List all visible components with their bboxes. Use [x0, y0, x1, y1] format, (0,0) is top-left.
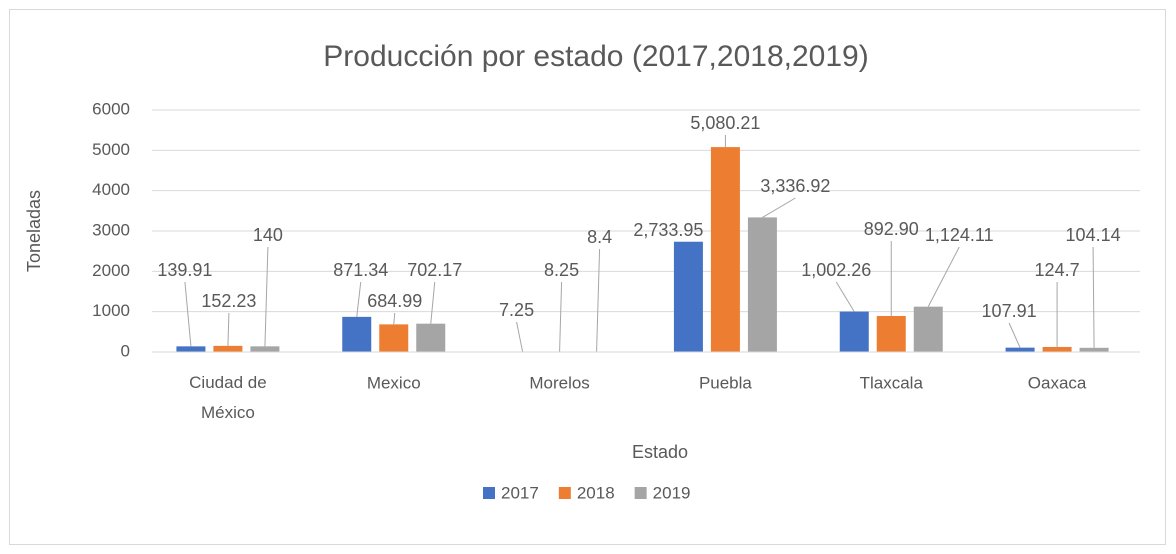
bar	[747, 217, 777, 352]
y-tick-label: 4000	[92, 180, 130, 199]
bar	[1042, 346, 1072, 352]
legend-label: 2019	[653, 483, 691, 502]
y-tick-label: 6000	[92, 99, 130, 118]
leader-line	[264, 246, 269, 347]
bar	[250, 346, 280, 352]
bar	[213, 345, 243, 352]
y-tick-label: 2000	[92, 261, 130, 280]
leader-line	[1092, 246, 1095, 348]
y-tick-label: 1000	[92, 301, 130, 320]
data-label: 152.23	[201, 291, 256, 311]
x-axis-title: Estado	[632, 442, 688, 462]
data-label: 684.99	[367, 291, 422, 311]
x-tick-label: Ciudad de México	[189, 373, 267, 422]
leader-line	[1008, 322, 1021, 348]
data-label: 1,002.26	[801, 260, 871, 280]
legend-label: 2018	[577, 483, 615, 502]
legend-swatch	[634, 487, 647, 499]
leader-line	[393, 312, 396, 325]
bar	[673, 241, 703, 352]
data-label: 702.17	[407, 260, 462, 280]
data-label: 2,733.95	[633, 220, 703, 240]
y-tick-label: 5000	[92, 140, 130, 159]
chart-border	[9, 9, 1166, 545]
x-tick-label: Puebla	[699, 373, 752, 392]
bar	[379, 324, 409, 352]
leader-line	[184, 281, 192, 347]
leader-line	[516, 321, 524, 352]
x-tick-label: Tlaxcala	[860, 373, 924, 392]
x-tick-label: Mexico	[367, 373, 421, 392]
data-label: 140	[253, 225, 283, 245]
data-label: 8.4	[587, 227, 612, 247]
legend-swatch	[558, 487, 571, 499]
chart-title: Producción por estado (2017,2018,2019)	[323, 40, 868, 73]
x-tick-label: Morelos	[529, 373, 589, 392]
bar	[342, 316, 372, 352]
leader-line	[927, 246, 960, 307]
data-label: 124.7	[1035, 260, 1080, 280]
data-label: 104.14	[1066, 225, 1121, 245]
leader-line	[835, 281, 855, 312]
data-label: 8.25	[544, 260, 579, 280]
bar	[876, 315, 906, 352]
x-tick-label: Oaxaca	[1028, 373, 1087, 392]
y-axis-title: Toneladas	[24, 190, 44, 272]
data-label: 3,336.92	[760, 176, 830, 196]
data-label: 892.90	[864, 219, 919, 239]
leader-line	[227, 312, 230, 346]
legend-label: 2017	[501, 483, 539, 502]
bar	[839, 311, 869, 352]
data-label: 5,080.21	[690, 113, 760, 133]
leader-line	[559, 281, 563, 352]
legend-swatch	[483, 487, 495, 499]
bar	[1005, 347, 1035, 352]
y-tick-label: 0	[121, 341, 130, 360]
data-label: 1,124.11	[925, 225, 994, 245]
data-label: 7.25	[499, 300, 534, 320]
leader-line	[430, 281, 436, 324]
bar	[1079, 347, 1109, 352]
leader-line	[762, 197, 796, 218]
data-label: 871.34	[333, 260, 388, 280]
y-tick-label: 3000	[92, 220, 130, 239]
leader-line	[596, 248, 601, 352]
bar	[710, 147, 740, 352]
data-label: 107.91	[982, 301, 1037, 321]
bar	[176, 346, 206, 352]
leader-line	[356, 281, 362, 317]
data-label: 139.91	[157, 260, 212, 280]
bar	[913, 306, 943, 352]
bar	[416, 323, 446, 352]
